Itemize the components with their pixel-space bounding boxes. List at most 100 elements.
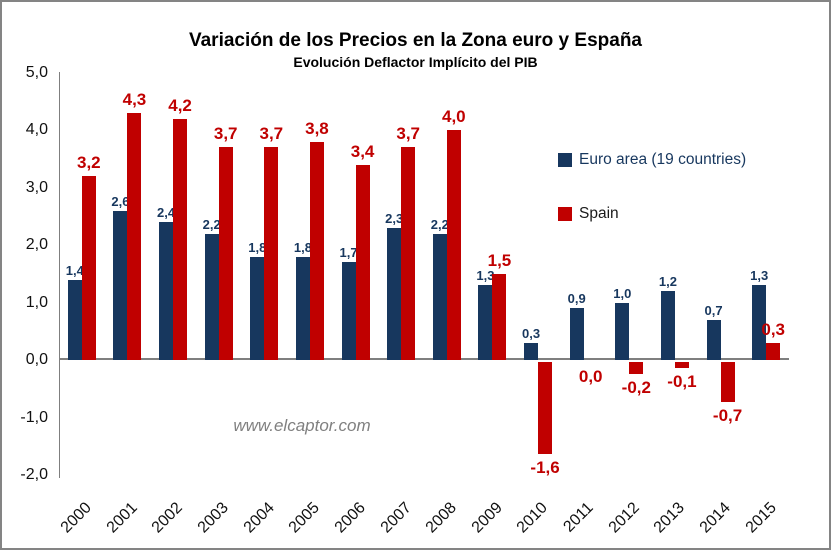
y-tick-label: 3,0 [25, 178, 48, 196]
bar [766, 342, 781, 360]
bar [295, 256, 310, 360]
x-tick-label: 2009 [468, 499, 506, 537]
bar [752, 285, 767, 360]
y-axis-line [59, 72, 60, 478]
bar-label: 0,7 [704, 302, 723, 318]
bar [492, 273, 507, 360]
x-tick-label: 2001 [103, 499, 141, 537]
y-tick-label: 0,0 [25, 351, 48, 368]
bar [629, 362, 644, 374]
bar-label: 2,2 [202, 216, 221, 232]
chart-subtitle: Evolución Deflactor Implícito del PIB [293, 54, 538, 70]
bar-label: 2,6 [111, 193, 130, 209]
bar-label: 1,7 [339, 245, 358, 261]
bar-label: 2,2 [430, 216, 449, 232]
bar [660, 291, 675, 360]
bar [159, 222, 174, 360]
x-tick-label: 2004 [240, 499, 278, 537]
bar [569, 308, 584, 360]
bar [401, 147, 416, 360]
bar [81, 176, 96, 360]
bar [615, 302, 630, 360]
bar [720, 362, 735, 403]
bar-label: 4,3 [122, 89, 147, 109]
bar [706, 319, 721, 360]
bar-label: 1,3 [750, 268, 769, 284]
bar [250, 256, 265, 360]
bar-label: 0,3 [761, 319, 786, 339]
bar [67, 279, 82, 360]
bar-label: 3,4 [350, 141, 375, 161]
bar [387, 227, 402, 360]
bar [355, 164, 370, 360]
x-tick-label: 2005 [286, 499, 324, 537]
bar [127, 112, 142, 360]
x-tick-label: 2000 [57, 499, 96, 537]
bar-label: 3,7 [396, 124, 421, 144]
x-tick-label: 2006 [331, 499, 369, 537]
bar [113, 210, 128, 360]
bar-label: -0,2 [621, 377, 651, 397]
x-tick-label: 2012 [605, 499, 643, 537]
x-tick-label: 2010 [514, 499, 552, 537]
bar-label: 1,8 [248, 239, 267, 255]
x-tick-label: 2002 [149, 499, 187, 537]
bar-label: -1,6 [530, 458, 560, 477]
legend-swatch-spain-icon [558, 207, 572, 221]
bar-label: 1,2 [658, 274, 677, 289]
bar-label: 2,4 [157, 205, 176, 220]
bar [218, 147, 233, 360]
x-tick-label: 2007 [377, 499, 415, 537]
bar-label: 0,3 [522, 325, 541, 341]
watermark: www.elcaptor.com [233, 416, 371, 435]
legend-label-euro-area: Euro area (19 countries) [579, 151, 747, 169]
bar [264, 147, 279, 360]
y-tick-label: 1,0 [25, 293, 48, 311]
bar-label: -0,7 [712, 406, 743, 426]
x-axis-zero-line [59, 358, 789, 360]
bar-label: 4,0 [441, 107, 466, 126]
x-tick-label: 2011 [560, 499, 598, 536]
bar-label: 3,7 [259, 124, 284, 144]
bar-label: 4,2 [168, 95, 192, 115]
chart-title: Variación de los Precios en la Zona euro… [188, 30, 642, 51]
bar [204, 233, 219, 360]
bar [674, 362, 689, 368]
bar [524, 342, 539, 360]
legend-item-euro-area: Euro area (19 countries) [558, 150, 746, 170]
bar [446, 130, 461, 360]
x-tick-label: 2008 [422, 499, 461, 537]
legend-item-spain: Spain [558, 204, 746, 224]
y-tick-label: 5,0 [25, 63, 48, 81]
bar-label: 0,9 [567, 291, 586, 307]
bar-label: 3,2 [76, 153, 101, 172]
bar-label: 1,0 [613, 285, 632, 301]
x-tick-label: 2013 [651, 499, 689, 537]
y-tick-label: -1,0 [20, 408, 48, 426]
x-tick-label: 2003 [194, 499, 233, 537]
bar-label: 1,5 [487, 250, 512, 270]
bar-label: 1,4 [65, 262, 84, 278]
bar [309, 141, 324, 360]
bar [538, 362, 553, 454]
x-tick-label: 2014 [696, 499, 734, 537]
bar [341, 262, 356, 360]
bar [432, 233, 447, 360]
bar-label: 3,7 [213, 124, 238, 144]
bar [478, 285, 493, 360]
y-tick-label: -2,0 [20, 466, 48, 483]
y-tick-label: 2,0 [25, 236, 48, 253]
x-tick-label: 2015 [742, 499, 780, 537]
bar [173, 118, 188, 360]
bar-label: 3,8 [305, 118, 329, 138]
bar-label: -0,1 [667, 371, 697, 391]
y-tick-label: 4,0 [25, 121, 48, 138]
bar-label: 1,3 [476, 268, 495, 284]
bar-label: 1,8 [293, 239, 312, 255]
legend: Euro area (19 countries) Spain [558, 150, 746, 258]
bar-label: 0,0 [578, 367, 603, 386]
bar-label: 2,3 [385, 210, 404, 226]
legend-label-spain: Spain [579, 205, 619, 223]
legend-swatch-euro-area-icon [558, 153, 572, 167]
